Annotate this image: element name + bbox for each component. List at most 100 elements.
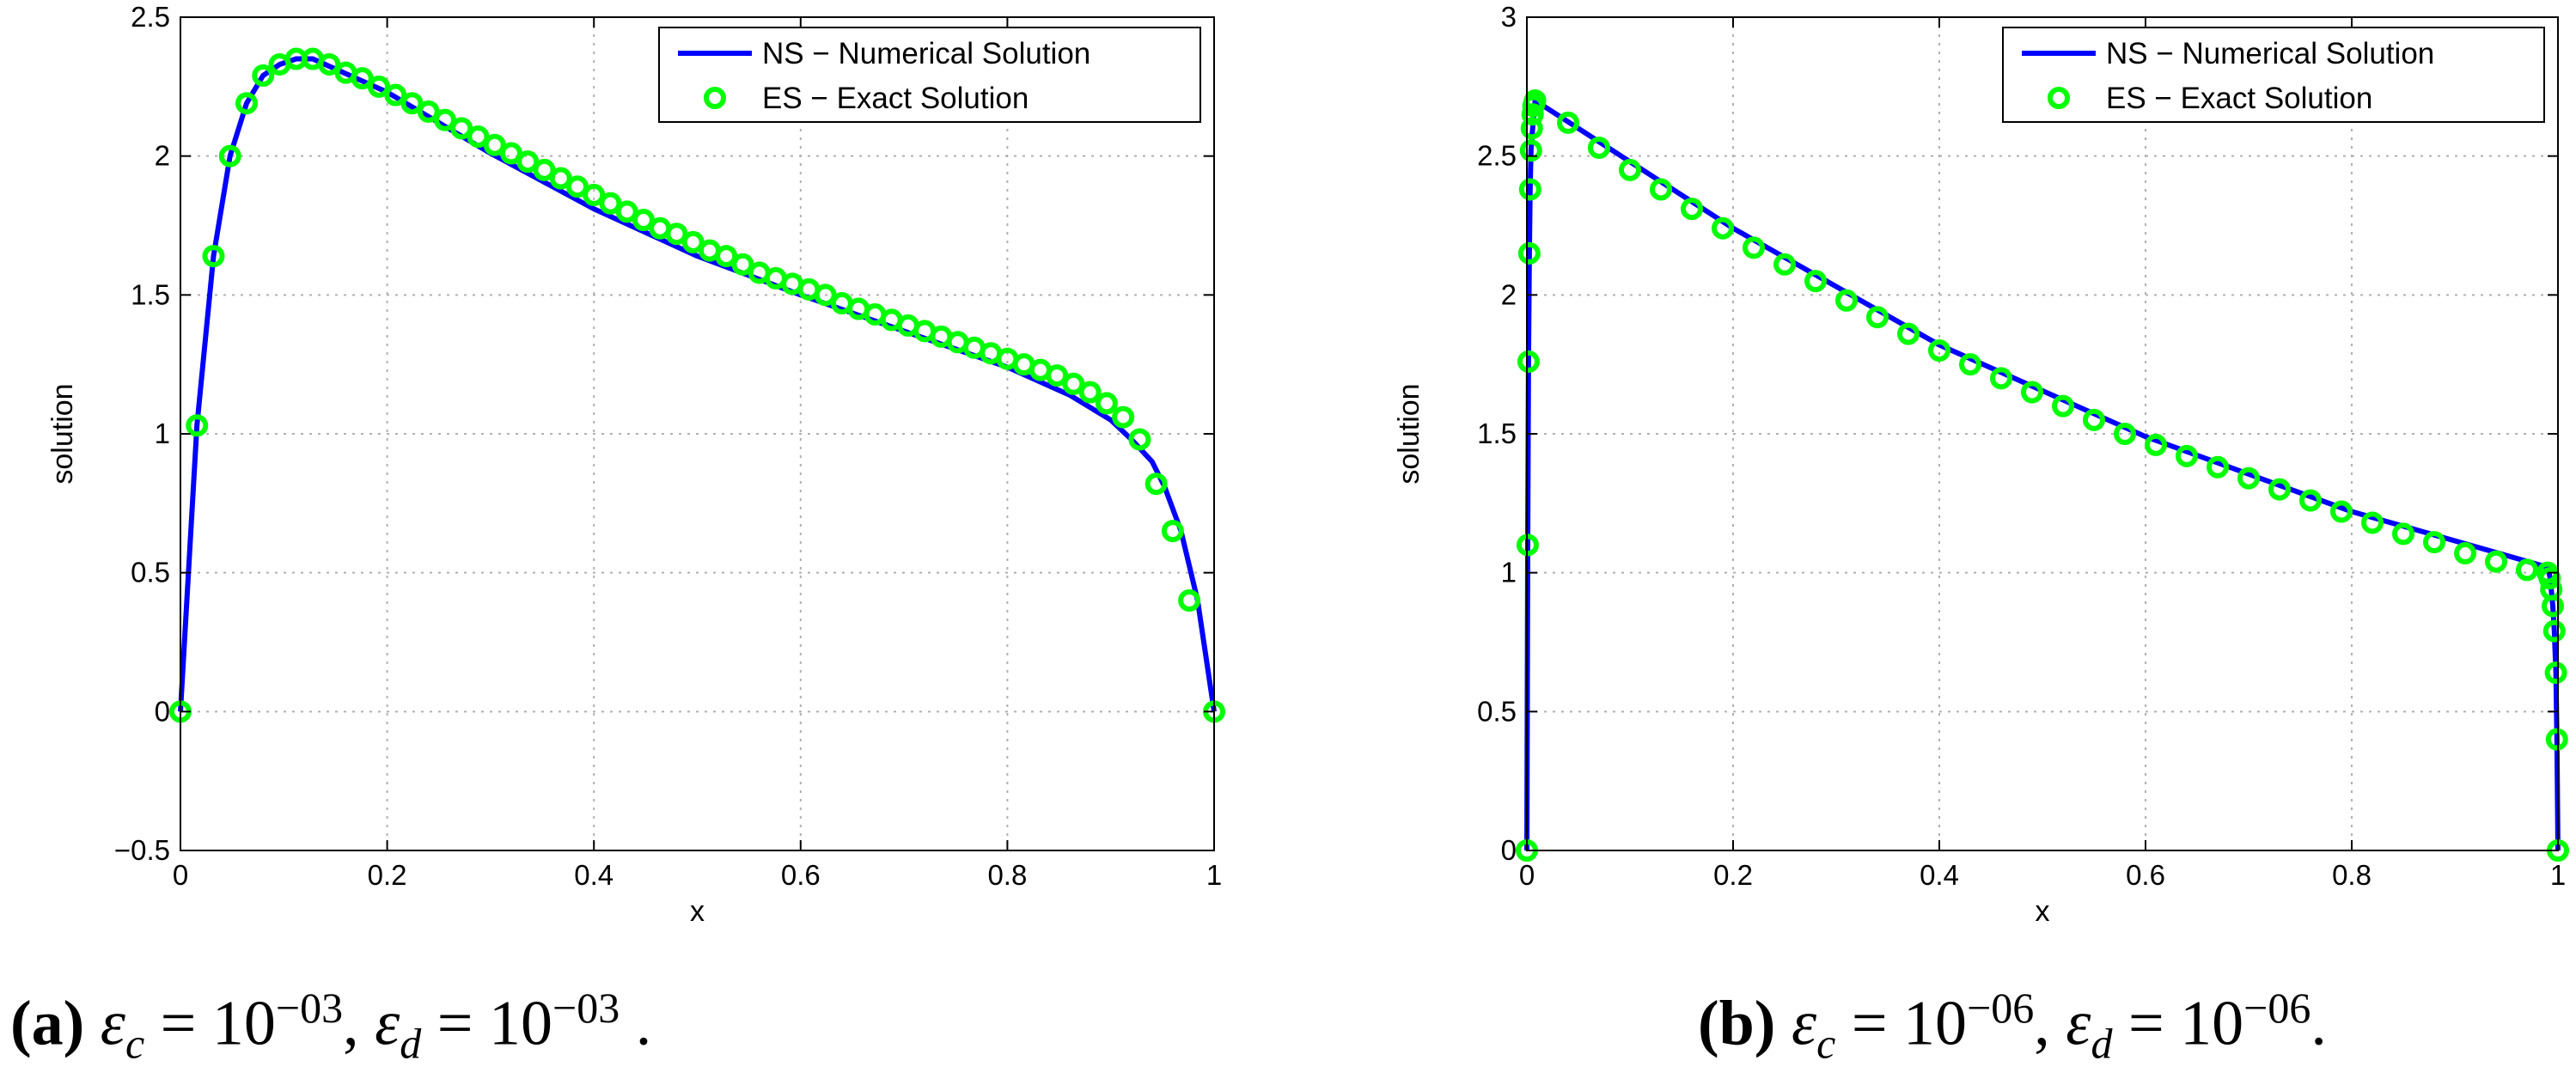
caption-a-eq: = 10 <box>144 988 276 1059</box>
chart-a-exact-point-17 <box>450 117 473 140</box>
chart-b-exact-point-42 <box>2516 558 2538 582</box>
chart-b-exact-point-5 <box>1519 139 1542 162</box>
chart-a-exact-point-59 <box>1145 472 1168 496</box>
chart-b-exact-point-37 <box>2361 511 2384 534</box>
caption-a-tag: (a) <box>10 988 85 1059</box>
chart-b-legend-label-numerical: NS − Numerical Solution <box>2106 37 2434 70</box>
chart-b-exact-point-30 <box>2145 433 2167 456</box>
caption-a-exp-c: −03 <box>275 984 344 1032</box>
chart-a-ytick-label-6: 2.5 <box>131 1 170 33</box>
chart-a-xtick-label-2: 0.4 <box>574 859 613 891</box>
chart-b-exact-point-12 <box>1588 136 1610 159</box>
chart-b-series-numerical-line <box>1524 98 2561 851</box>
caption-a-eps-c: ε <box>100 988 125 1059</box>
chart-b-svg: 0 0.2 0.4 0.6 0.8 1 0 0.5 1 1.5 2 2.5 3 x solution NS −… <box>1393 1 2569 928</box>
chart-a-ytick-label-4: 1.5 <box>131 278 170 310</box>
chart-b-ylabel: solution <box>1393 383 1425 484</box>
chart-a-xtick-label-5: 1 <box>1206 859 1222 891</box>
chart-a-exact-point-4 <box>235 92 258 115</box>
chart-b-exact-point-33 <box>2237 466 2260 490</box>
chart-b-exact-point-20 <box>1835 289 1858 312</box>
chart-b-exact-point-23 <box>1928 339 1950 362</box>
chart-b-exact-point-39 <box>2423 531 2445 554</box>
chart-b-exact-point-38 <box>2392 522 2414 546</box>
chart-a-exact-point-57 <box>1112 405 1135 429</box>
chart-a-xtick-label-4: 0.8 <box>987 859 1027 891</box>
caption-b-eq: = 10 <box>1835 988 1968 1059</box>
caption-a-sub-c: c <box>125 1019 145 1068</box>
chart-b-exact-point-49 <box>2545 728 2568 751</box>
chart-a-exact-point-58 <box>1128 428 1151 451</box>
chart-b-legend-marker-swatch <box>2048 87 2070 109</box>
chart-b-ytick-label-0: 0 <box>1501 834 1517 866</box>
chart-a-ytick-label-0: −0.5 <box>114 834 170 866</box>
chart-b-ytick-label-3: 1.5 <box>1477 418 1517 449</box>
chart-b-exact-point-28 <box>2083 408 2105 431</box>
chart-b-exact-point-31 <box>2176 444 2198 467</box>
chart-b-ytick-label-6: 3 <box>1501 1 1517 33</box>
chart-b-exact-point-41 <box>2485 550 2507 573</box>
chart-a-xlabel: x <box>690 895 705 928</box>
chart-b-xtick-label-0: 0 <box>1519 859 1535 891</box>
chart-a-ytick-label-2: 0.5 <box>131 557 170 588</box>
chart-a-svg: 0 0.2 0.4 0.6 0.8 1−0.500.511.522.5xsolutionN… <box>46 1 1225 928</box>
chart-b-exact-point-27 <box>2052 394 2074 418</box>
chart-a-exact-point-26 <box>599 192 622 215</box>
chart-b-exact-point-36 <box>2330 500 2353 523</box>
caption-b: (b) εc = 10−06, εd = 10−06. <box>1698 986 2327 1064</box>
chart-b-xlabel: x <box>2036 895 2050 928</box>
chart-b-exact-point-16 <box>1712 216 1734 240</box>
chart-b-exact-point-2 <box>1517 350 1540 373</box>
chart-a-exact-point-54 <box>1062 372 1085 395</box>
chart-b-exact-point-21 <box>1866 306 1889 329</box>
chart-a-legend-label-exact: ES − Exact Solution <box>762 82 1029 115</box>
chart-b-exact-point-46 <box>2542 594 2564 618</box>
chart-b-exact-point-34 <box>2268 478 2291 501</box>
chart-b-exact-point-35 <box>2299 489 2322 512</box>
caption-b-sub-c: c <box>1816 1019 1836 1068</box>
chart-a-exact-point-56 <box>1095 392 1118 415</box>
chart-a-xtick-label-3: 0.6 <box>781 859 821 891</box>
chart-a-exact-point-28 <box>632 209 655 232</box>
chart-a-exact-point-27 <box>615 200 638 223</box>
chart-a-exact-point-18 <box>467 125 490 149</box>
chart-b-exact-point-18 <box>1773 253 1796 276</box>
chart-b-exact-point-17 <box>1743 236 1765 259</box>
chart-a-exact-point-19 <box>483 133 506 156</box>
chart-a-exact-point-1 <box>186 414 209 437</box>
chart-a-exact-point-53 <box>1046 364 1069 387</box>
chart-b-exact-point-14 <box>1650 178 1672 201</box>
chart-b-exact-point-24 <box>1959 353 1981 376</box>
chart-a-exact-point-24 <box>565 175 589 198</box>
chart-a-exact-point-5 <box>252 64 275 87</box>
chart-a-exact-point-25 <box>583 183 606 206</box>
chart-b-xtick-label-2: 0.4 <box>1920 859 1959 891</box>
caption-b-eps-c: ε <box>1791 988 1817 1059</box>
chart-a-exact-point-34 <box>731 253 754 276</box>
chart-a-ytick-label-3: 1 <box>155 418 170 449</box>
chart-a-exact-point-33 <box>715 245 738 268</box>
chart-a-exact-point-16 <box>433 108 456 131</box>
chart-panel-b: 0 0.2 0.4 0.6 0.8 1 0 0.5 1 1.5 2 2.5 3 x solution NS −… <box>1288 0 2576 1085</box>
chart-b-exact-point-40 <box>2454 542 2476 565</box>
chart-b-exact-point-13 <box>1619 158 1641 181</box>
chart-b-exact-point-47 <box>2542 619 2566 643</box>
chart-a-exact-point-39 <box>814 283 837 307</box>
chart-b-exact-point-32 <box>2207 455 2229 478</box>
caption-a-exp-d: −03 <box>552 984 620 1032</box>
caption-a-eps-d: ε <box>375 988 400 1059</box>
chart-b-exact-point-6 <box>1520 117 1543 140</box>
chart-a-exact-point-11 <box>351 67 374 90</box>
chart-b-exact-point-7 <box>1521 103 1544 126</box>
chart-b-ytick-label-5: 2.5 <box>1477 140 1517 172</box>
caption-b-sub-d: d <box>2091 1019 2113 1068</box>
chart-a-exact-point-31 <box>681 230 705 253</box>
chart-b-exact-point-25 <box>1990 367 2012 390</box>
chart-b-ytick-label-2: 1 <box>1501 557 1517 588</box>
chart-a-exact-point-12 <box>367 75 390 98</box>
chart-a-exact-point-22 <box>533 158 556 181</box>
chart-b-exact-point-11 <box>1557 111 1579 134</box>
chart-b-xtick-label-4: 0.8 <box>2332 859 2372 891</box>
chart-panel-a: 0 0.2 0.4 0.6 0.8 1 −0.5 0 0.5 1 1.5 2 2.5 x solution N… <box>46 1 1225 928</box>
